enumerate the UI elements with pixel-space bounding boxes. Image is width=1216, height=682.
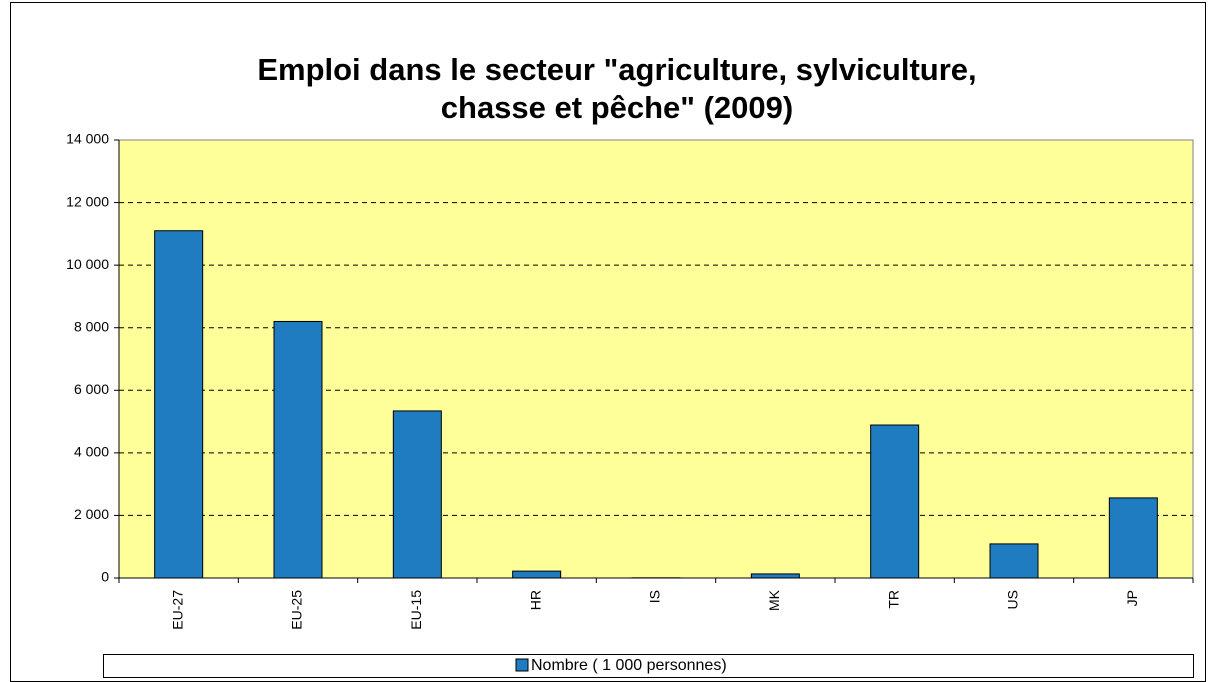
bar	[392, 410, 442, 579]
y-tick-label: 2 000	[74, 506, 109, 522]
bar	[870, 424, 920, 579]
y-tick-label: 8 000	[74, 318, 109, 334]
y-tick-label: 10 000	[66, 256, 109, 272]
bar	[750, 573, 800, 579]
y-tick-label: 4 000	[74, 444, 109, 460]
bar	[989, 543, 1039, 579]
bar	[512, 570, 562, 579]
bar	[154, 230, 204, 579]
legend-box	[103, 654, 1194, 678]
chart-title: chasse et pêche" (2009)	[441, 90, 793, 125]
y-tick-label: 12 000	[66, 193, 109, 209]
y-tick-label: 6 000	[74, 381, 109, 397]
x-tick-label: EU-27	[169, 590, 185, 630]
bar	[1108, 497, 1158, 579]
x-tick-label: EU-25	[289, 590, 305, 630]
x-tick-label: JP	[1124, 590, 1140, 606]
bar	[273, 320, 323, 579]
x-tick-label: US	[1005, 590, 1021, 609]
x-tick-label: TR	[885, 590, 901, 609]
x-tick-label: HR	[527, 590, 543, 610]
x-tick-label: IS	[647, 590, 663, 603]
legend-label: Nombre ( 1 000 personnes)	[531, 657, 727, 674]
x-tick-label: MK	[766, 589, 782, 611]
x-tick-label: EU-15	[408, 590, 424, 630]
y-tick-label: 0	[101, 569, 109, 585]
chart-title: Emploi dans le secteur "agriculture, syl…	[257, 52, 976, 87]
legend-swatch	[515, 658, 529, 672]
y-tick-label: 14 000	[66, 131, 109, 147]
